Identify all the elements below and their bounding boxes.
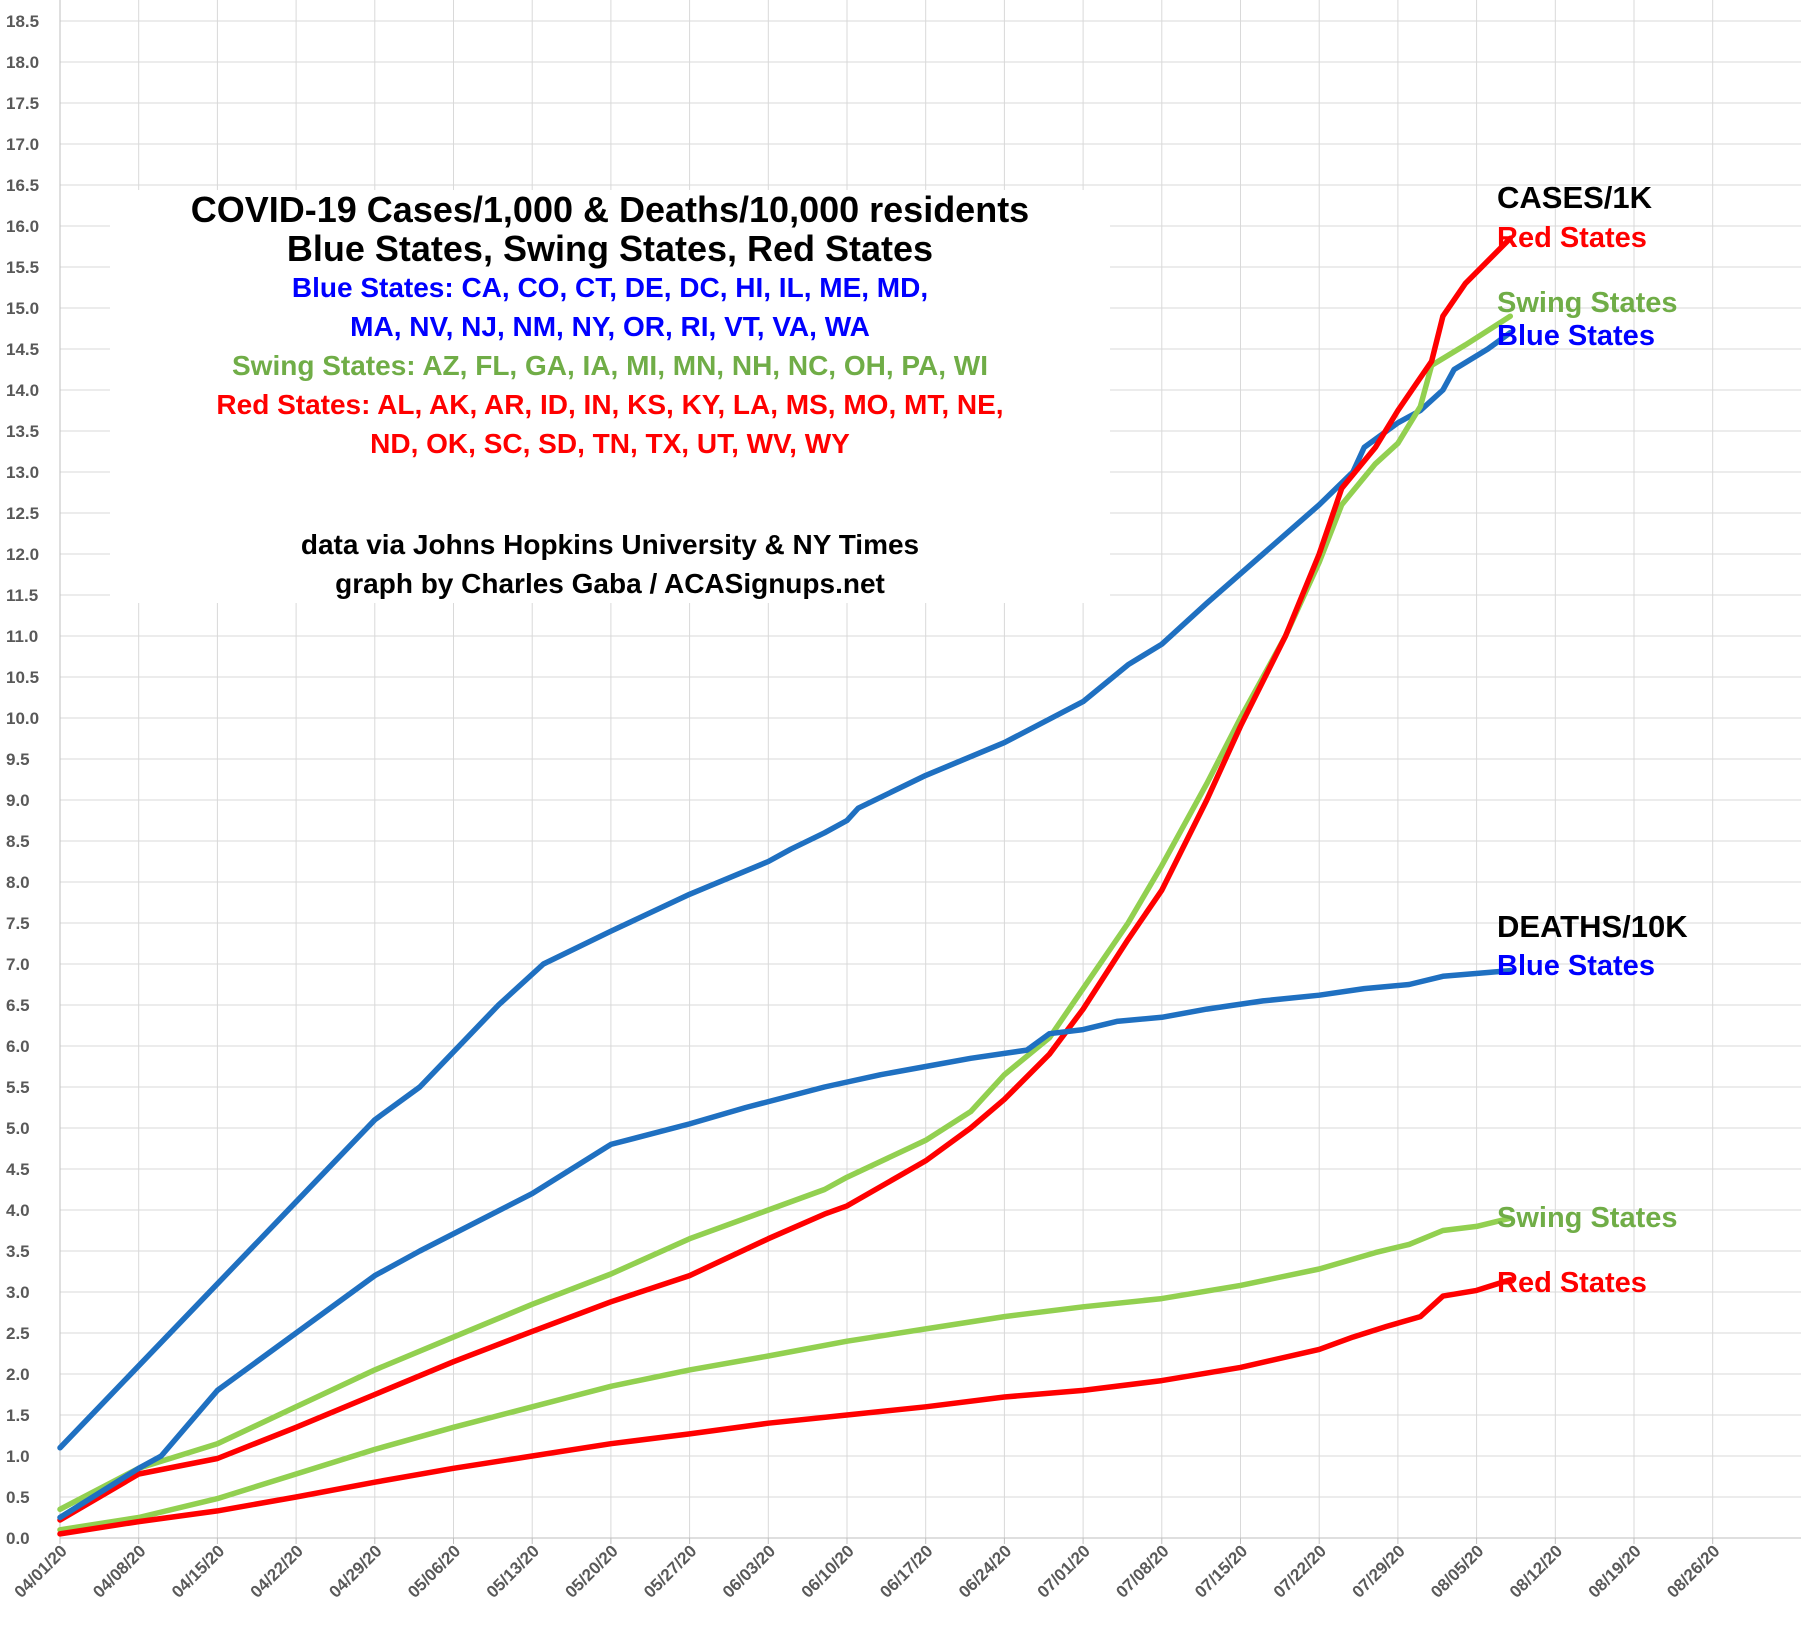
y-tick-label: 10.5	[6, 668, 39, 687]
y-tick-label: 3.5	[6, 1242, 30, 1261]
deaths-red-label: Red States	[1497, 1267, 1647, 1299]
red-states-list-2: ND, OK, SC, SD, TN, TX, UT, WV, WY	[370, 428, 850, 459]
y-tick-label: 7.0	[6, 955, 30, 974]
x-tick-label: 04/22/20	[247, 1541, 307, 1601]
x-tick-label: 05/20/20	[561, 1541, 621, 1601]
y-tick-label: 5.0	[6, 1119, 30, 1138]
y-tick-label: 15.0	[6, 299, 39, 318]
series-line-swing-states-deaths-10k	[57, 1215, 1514, 1533]
chart-title-box: COVID-19 Cases/1,000 & Deaths/10,000 res…	[110, 190, 1110, 530]
x-tick-label: 06/24/20	[955, 1541, 1015, 1601]
y-tick-label: 16.5	[6, 176, 39, 195]
y-tick-label: 14.0	[6, 381, 39, 400]
x-tick-label: 04/29/20	[325, 1541, 385, 1601]
y-tick-label: 4.5	[6, 1160, 30, 1179]
y-tick-label: 12.5	[6, 504, 39, 523]
y-tick-label: 8.0	[6, 873, 30, 892]
cases-swing-label: Swing States	[1497, 287, 1678, 319]
y-tick-label: 1.0	[6, 1447, 30, 1466]
y-tick-label: 15.5	[6, 258, 39, 277]
series-line-swing-states-cases-1k	[57, 313, 1514, 1513]
swing-states-list: Swing States: AZ, FL, GA, IA, MI, MN, NH…	[232, 350, 988, 381]
y-tick-label: 9.0	[6, 791, 30, 810]
credit-data-source: data via Johns Hopkins University & NY T…	[300, 529, 920, 560]
y-tick-label: 13.5	[6, 422, 39, 441]
x-tick-label: 07/22/20	[1270, 1541, 1330, 1601]
cases-header-label: CASES/1K	[1497, 180, 1653, 215]
y-tick-label: 6.5	[6, 996, 30, 1015]
y-tick-label: 5.5	[6, 1078, 30, 1097]
x-tick-label: 05/27/20	[640, 1541, 700, 1601]
chart-subtitle: Blue States, Swing States, Red States	[286, 228, 934, 269]
x-tick-label: 04/15/20	[168, 1541, 228, 1601]
y-tick-label: 12.0	[6, 545, 39, 564]
y-tick-label: 16.0	[6, 217, 39, 236]
x-tick-label: 07/08/20	[1112, 1541, 1172, 1601]
y-tick-label: 0.5	[6, 1488, 30, 1507]
y-tick-label: 6.0	[6, 1037, 30, 1056]
series-line-red-states-deaths-10k	[57, 1276, 1514, 1537]
x-tick-label: 06/10/20	[798, 1541, 858, 1601]
x-tick-label: 08/26/20	[1663, 1541, 1723, 1601]
y-tick-label: 9.5	[6, 750, 30, 769]
y-tick-label: 8.5	[6, 832, 30, 851]
chart-title: COVID-19 Cases/1,000 & Deaths/10,000 res…	[190, 189, 1030, 230]
x-tick-label: 04/01/20	[11, 1541, 71, 1601]
y-tick-label: 18.0	[6, 53, 39, 72]
deaths-swing-label: Swing States	[1497, 1202, 1678, 1234]
y-tick-label: 2.0	[6, 1365, 30, 1384]
y-tick-label: 11.5	[6, 586, 38, 605]
blue-states-list-2: MA, NV, NJ, NM, NY, OR, RI, VT, VA, WA	[350, 311, 870, 342]
blue-states-list-1: Blue States: CA, CO, CT, DE, DC, HI, IL,…	[291, 272, 929, 303]
y-tick-label: 3.0	[6, 1283, 30, 1302]
cases-blue-label: Blue States	[1497, 320, 1655, 352]
x-tick-label: 07/15/20	[1191, 1541, 1251, 1601]
x-tick-label: 06/03/20	[719, 1541, 779, 1601]
x-tick-label: 05/06/20	[404, 1541, 464, 1601]
x-tick-label: 06/17/20	[876, 1541, 936, 1601]
y-tick-label: 13.0	[6, 463, 39, 482]
y-tick-label: 0.0	[6, 1529, 30, 1548]
cases-red-label: Red States	[1497, 222, 1647, 254]
x-tick-label: 08/05/20	[1427, 1541, 1487, 1601]
y-tick-label: 17.5	[6, 94, 39, 113]
x-tick-label: 07/01/20	[1034, 1541, 1094, 1601]
y-tick-label: 10.0	[6, 709, 39, 728]
x-tick-label: 07/29/20	[1348, 1541, 1408, 1601]
x-tick-label: 08/19/20	[1585, 1541, 1645, 1601]
y-tick-label: 2.5	[6, 1324, 30, 1343]
credits: data via Johns Hopkins University & NY T…	[110, 525, 1110, 603]
x-tick-label: 04/08/20	[89, 1541, 149, 1601]
credit-author: graph by Charles Gaba / ACASignups.net	[335, 568, 885, 599]
y-tick-label: 11.0	[6, 627, 38, 646]
y-tick-label: 14.5	[6, 340, 39, 359]
y-tick-label: 4.0	[6, 1201, 30, 1220]
series-line-blue-states-cases-1k	[57, 329, 1514, 1451]
series-line-blue-states-deaths-10k	[57, 967, 1514, 1521]
x-tick-label: 08/12/20	[1506, 1541, 1566, 1601]
red-states-list-1: Red States: AL, AK, AR, ID, IN, KS, KY, …	[216, 389, 1004, 420]
deaths-header-label: DEATHS/10K	[1497, 909, 1688, 944]
deaths-blue-label: Blue States	[1497, 950, 1655, 982]
y-tick-label: 7.5	[6, 914, 30, 933]
series-line-red-states-cases-1k	[57, 235, 1514, 1523]
y-tick-label: 17.0	[6, 135, 39, 154]
y-tick-label: 1.5	[6, 1406, 30, 1425]
y-tick-label: 18.5	[6, 12, 39, 31]
x-tick-label: 05/13/20	[483, 1541, 543, 1601]
